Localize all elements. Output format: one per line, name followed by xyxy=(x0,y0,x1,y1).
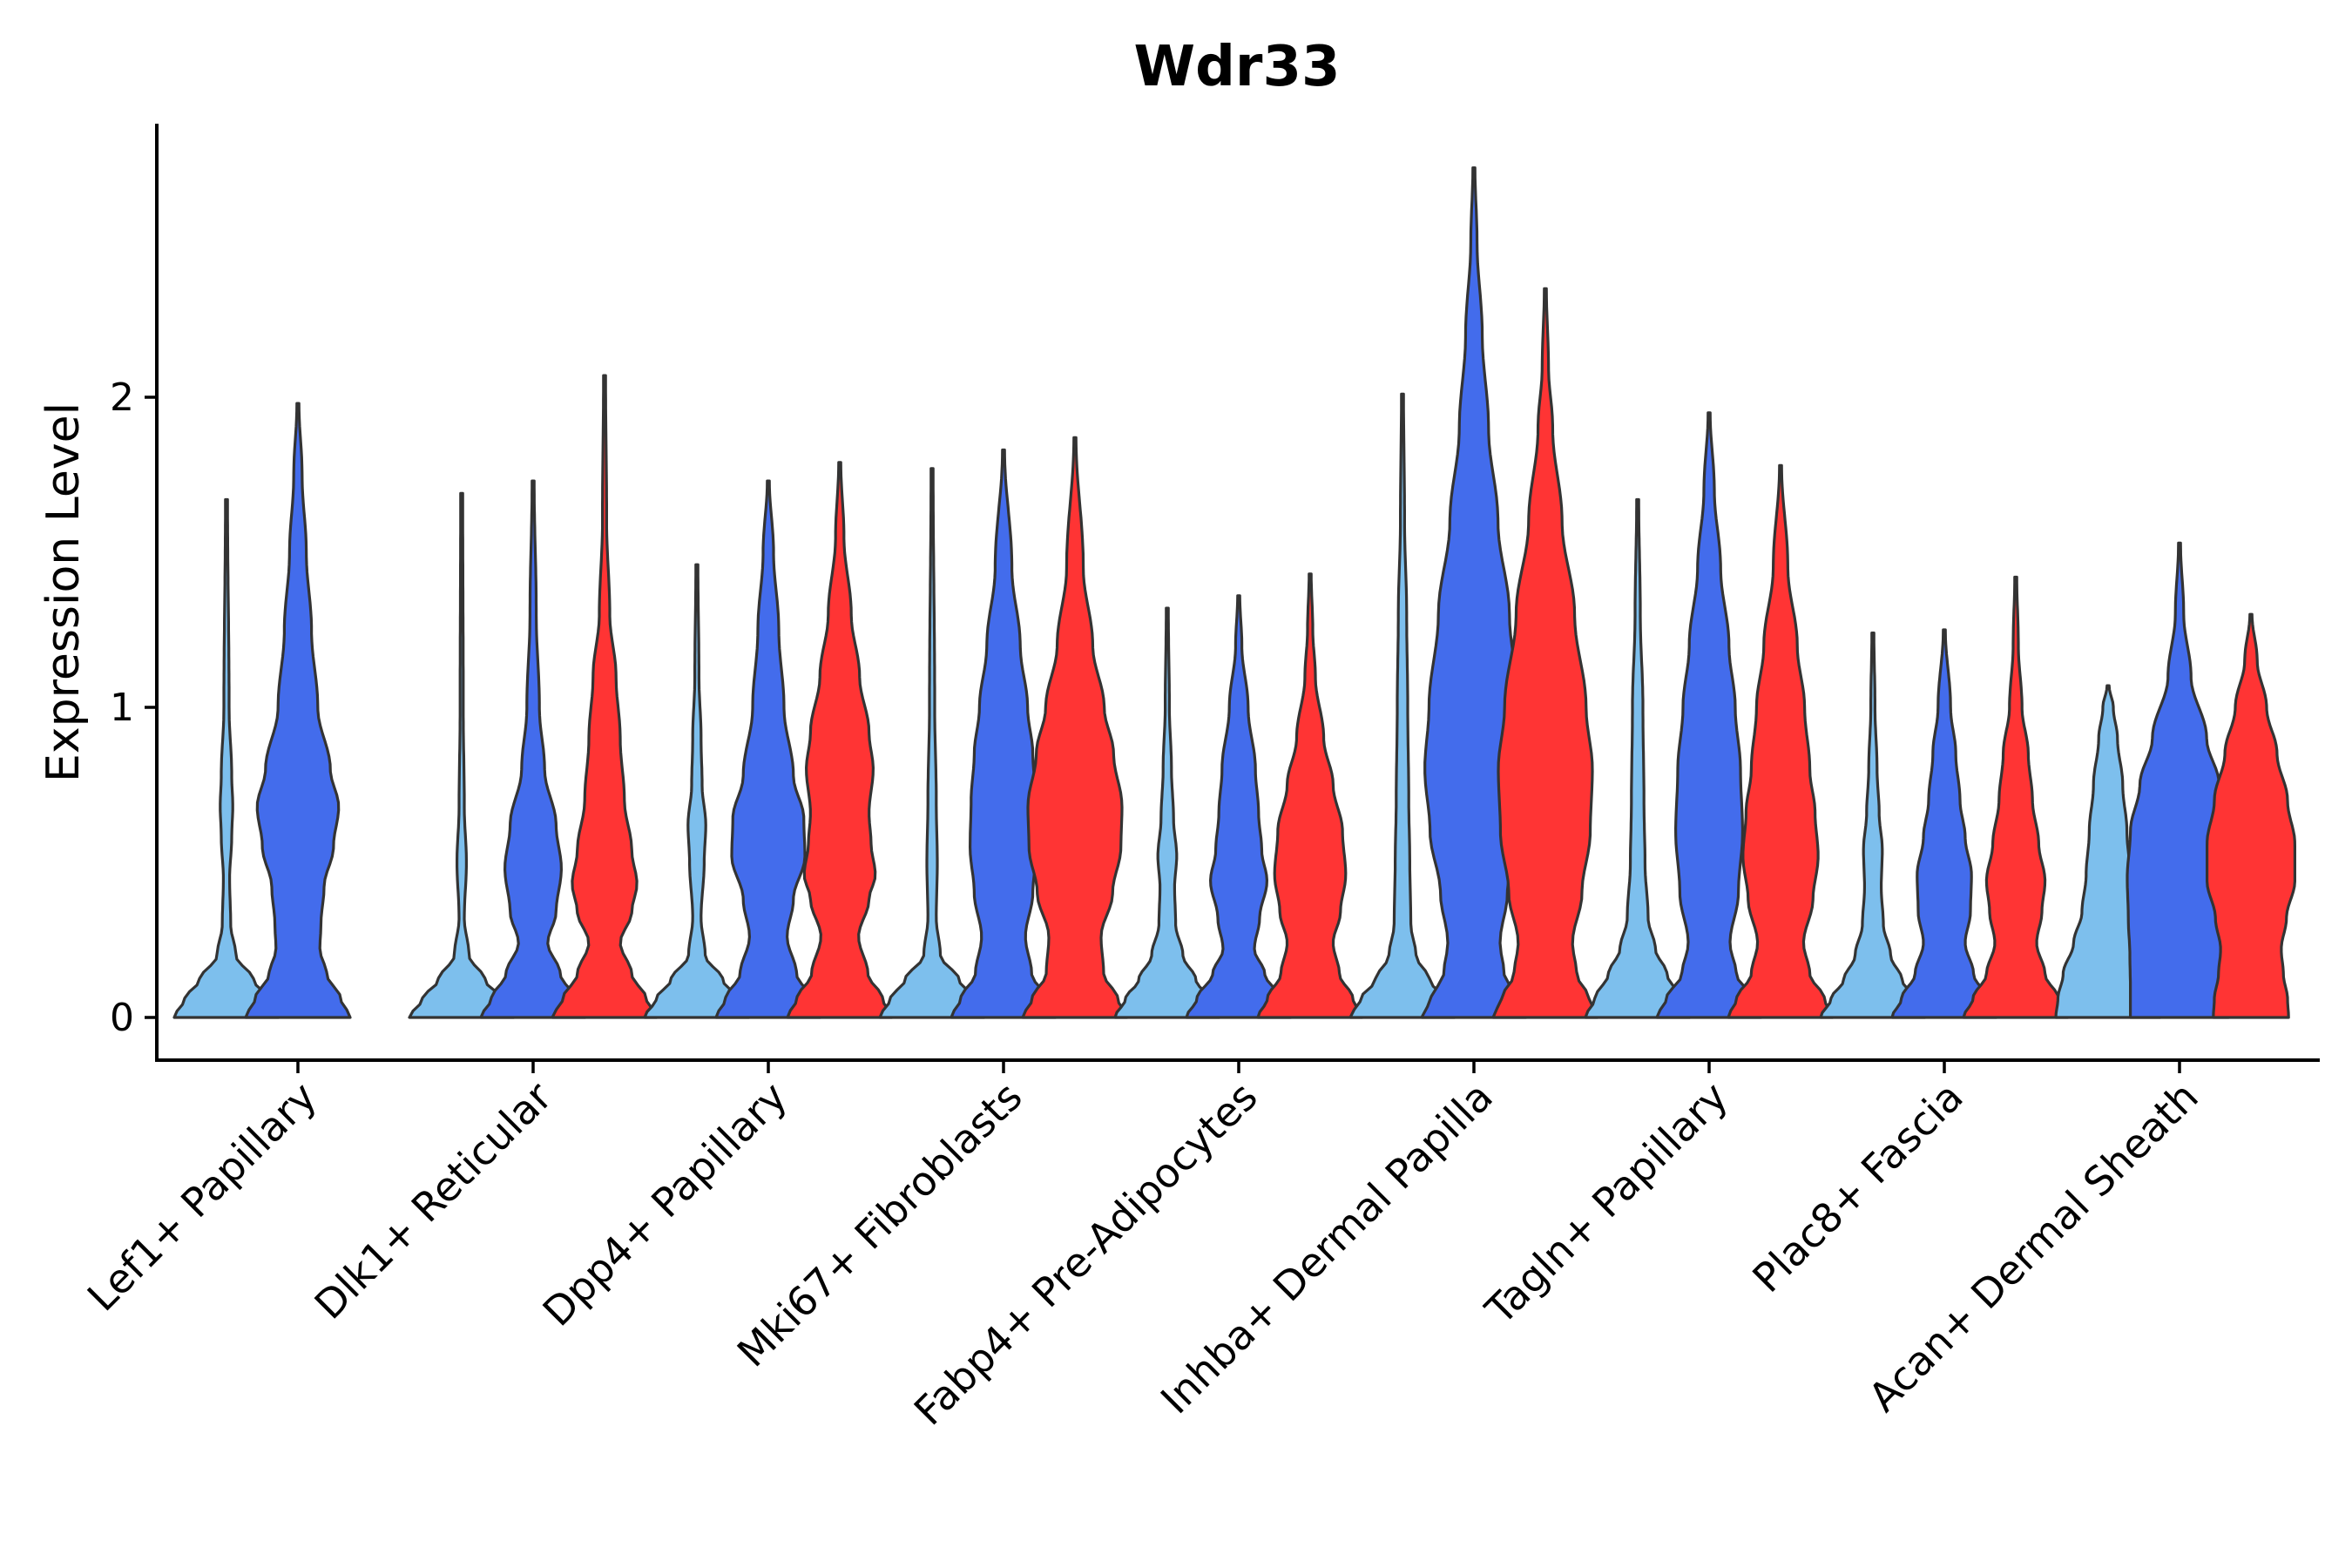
violin-9-group-2 xyxy=(2126,541,2234,1019)
violin-8-group-1 xyxy=(1819,632,1927,1019)
x-tick-label-8: Plac8+ Fascia xyxy=(1743,1073,1971,1301)
violin-7-group-2 xyxy=(1655,411,1763,1019)
y-tick-label-1: 1 xyxy=(110,686,134,730)
x-tick-label-1: Lef1+ Papillary xyxy=(78,1073,326,1321)
violin-5-group-1 xyxy=(1113,606,1221,1019)
violin-4-group-3 xyxy=(1021,436,1129,1019)
violin-7-group-1 xyxy=(1584,497,1692,1019)
violin-2-group-1 xyxy=(408,491,516,1019)
violin-2-group-2 xyxy=(479,479,587,1019)
violin-4-group-1 xyxy=(878,467,986,1019)
violin-3-group-2 xyxy=(714,479,822,1019)
y-tick-label-0: 0 xyxy=(110,996,134,1040)
violin-9-group-3 xyxy=(2206,612,2296,1019)
violin-3-group-3 xyxy=(786,461,894,1019)
violin-1-group-2 xyxy=(244,402,352,1019)
violin-6-group-3 xyxy=(1491,287,1599,1019)
y-tick-label-2: 2 xyxy=(110,375,134,420)
y-axis-label: Expression Level xyxy=(37,402,90,782)
y-tick-group: 0 1 2 xyxy=(110,375,157,1040)
chart-title: Wdr33 xyxy=(1133,35,1340,99)
x-tick-label-7: Tagln+ Papillary xyxy=(1476,1073,1737,1335)
x-tick-label-2: Dlk1+ Reticular xyxy=(306,1073,561,1328)
violin-1-group-1 xyxy=(172,497,280,1019)
violin-8-group-3 xyxy=(1962,575,2070,1019)
violin-5-group-3 xyxy=(1256,572,1364,1019)
violin-3-group-1 xyxy=(643,563,751,1019)
violin-5-group-2 xyxy=(1185,594,1293,1019)
x-tick-label-3: Dpp4+ Papillary xyxy=(534,1073,796,1335)
violin-8-group-2 xyxy=(1890,628,1998,1019)
violin-7-group-3 xyxy=(1727,463,1835,1019)
violin-6-group-1 xyxy=(1348,392,1456,1019)
violin-group xyxy=(172,166,2296,1019)
violin-2-group-3 xyxy=(551,374,659,1019)
